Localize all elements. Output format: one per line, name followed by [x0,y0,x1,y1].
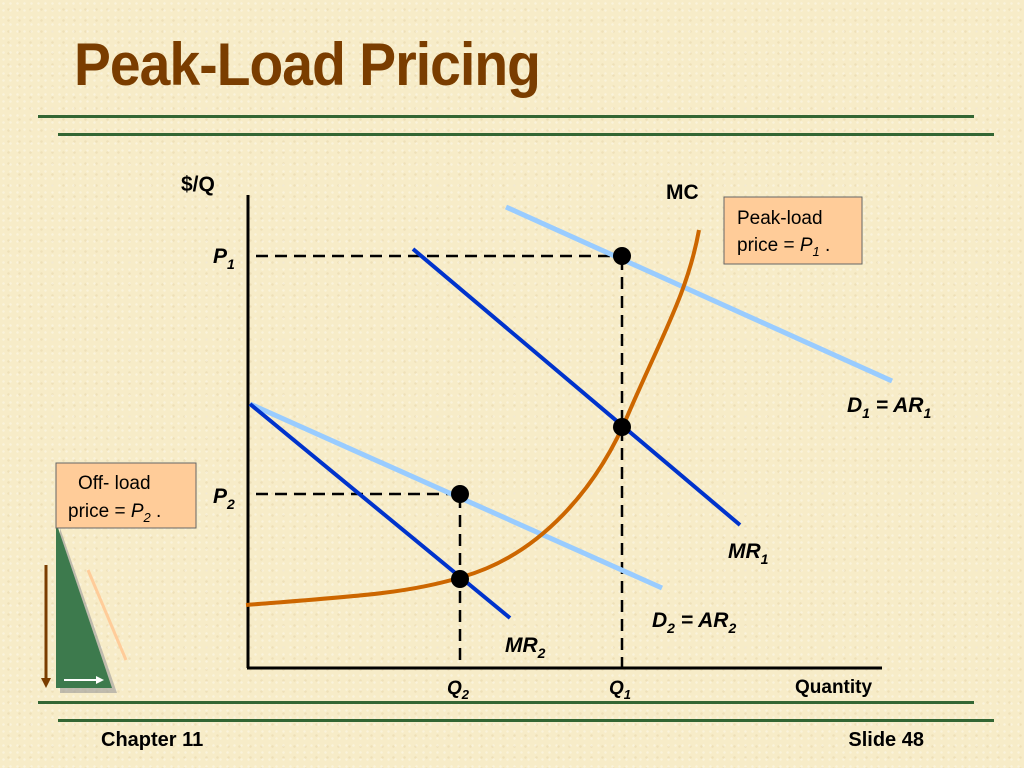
offpeak-price-callout: Off- load price = P2 . [55,462,197,529]
title-rule-bottom [58,133,994,136]
chapter-label: Chapter 11 [101,729,204,751]
y-axis-label: $/Q [181,173,215,196]
offpeak-price-point [451,485,469,503]
peak-price-point [613,247,631,265]
offpeak-callout-line2: price = P2 . [68,501,161,525]
demand-curve-1 [504,204,894,384]
marginal-revenue-2 [248,402,512,620]
d2-label: D2 = AR2 [652,609,736,636]
mc-label: MC [666,181,699,204]
marginal-revenue-1 [411,247,742,527]
peak-mr-mc-point [613,418,631,436]
d1-label: D1 = AR1 [847,394,931,421]
peak-callout-line2: price = P1 . [737,235,830,259]
q1-label: Q1 [609,678,631,702]
marginal-cost-curve [245,229,701,607]
q2-label: Q2 [447,678,470,702]
peak-price-callout: Peak-load price = P1 . [723,196,863,265]
p2-label: P2 [213,485,235,512]
peak-callout-line1: Peak-load [737,208,823,229]
mr1-label: MR1 [728,540,769,567]
footer-rule-top [38,701,974,704]
green-triangle-icon [41,522,128,693]
p1-label: P1 [213,245,235,272]
offpeak-callout-line1: Off- load [78,473,151,494]
mr2-label: MR2 [505,634,546,661]
offpeak-mr-mc-point [451,570,469,588]
footer-rule-bottom [58,719,994,722]
slide-number: Slide 48 [848,729,924,751]
slide-title: Peak-Load Pricing [74,31,541,98]
x-axis-label: Quantity [795,677,872,698]
title-rule-top [38,115,974,118]
